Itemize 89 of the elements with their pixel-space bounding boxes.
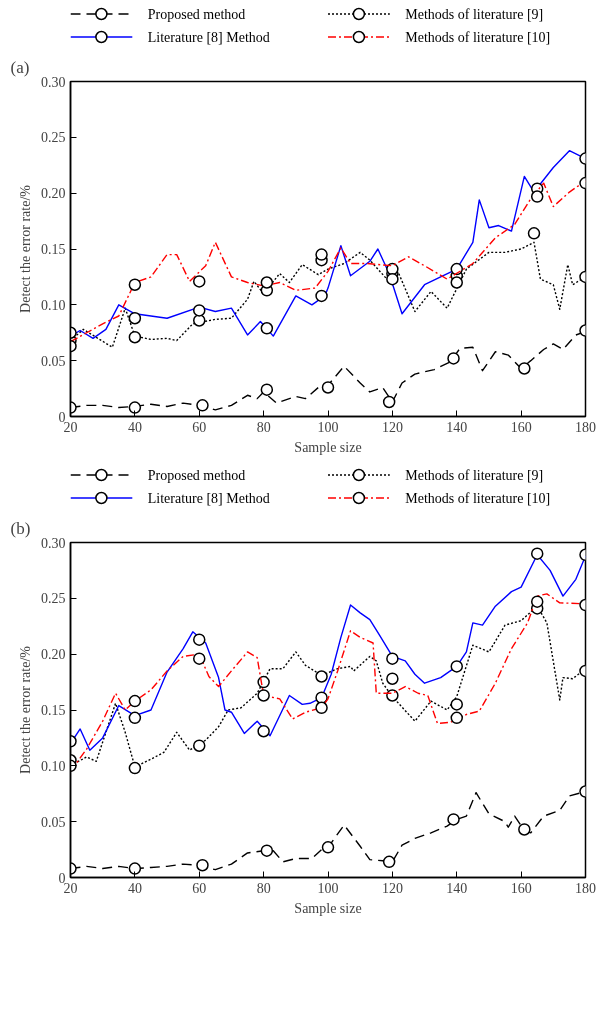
point xyxy=(450,711,463,725)
point xyxy=(128,761,142,775)
point xyxy=(530,190,544,203)
point xyxy=(386,272,399,286)
point xyxy=(196,399,209,412)
point xyxy=(447,813,460,826)
y-tick-label: 0.15 xyxy=(41,703,66,718)
legend-label: Literature [8] Method xyxy=(147,490,270,506)
point xyxy=(128,711,142,725)
y-tick-label: 0.05 xyxy=(41,353,66,369)
point xyxy=(257,689,270,702)
y-tick-label: 0.15 xyxy=(41,242,66,257)
point xyxy=(257,724,270,738)
chart-title: (b) xyxy=(10,518,31,538)
y-tick-label: 0.10 xyxy=(41,758,66,774)
point xyxy=(193,304,206,317)
point xyxy=(518,823,531,836)
legend-label: Proposed method xyxy=(147,6,246,22)
legend-label: Proposed method xyxy=(147,467,246,483)
point xyxy=(450,698,463,711)
legend-label: Literature [8] Method xyxy=(147,29,270,45)
x-axis-title: Sample size xyxy=(294,439,362,455)
point xyxy=(193,739,206,752)
point xyxy=(193,652,206,665)
x-tick-label: 80 xyxy=(256,419,271,435)
x-tick-label: 60 xyxy=(192,419,207,435)
point xyxy=(315,248,328,261)
x-axis-title: Sample size xyxy=(294,900,362,916)
x-tick-label: 160 xyxy=(510,880,532,896)
y-tick-label: 0.25 xyxy=(41,591,66,607)
y-tick-label: 0.20 xyxy=(41,647,66,663)
point xyxy=(193,633,206,646)
x-tick-label: 100 xyxy=(317,419,339,435)
point xyxy=(196,858,209,872)
y-tick-label: 0.30 xyxy=(41,74,66,90)
y-tick-label: 0.30 xyxy=(41,535,66,551)
x-tick-label: 140 xyxy=(446,419,468,435)
point xyxy=(450,660,463,673)
point xyxy=(315,289,328,303)
point xyxy=(260,322,274,335)
y-axis-title: Detect the error rate/% xyxy=(18,645,33,774)
point xyxy=(193,275,206,288)
point xyxy=(382,855,396,869)
point xyxy=(128,311,142,325)
y-tick-label: 0.10 xyxy=(41,297,66,313)
y-axis-title: Detect the error rate/% xyxy=(18,184,33,313)
y-tick-label: 0.20 xyxy=(41,186,66,202)
point xyxy=(450,276,463,289)
point xyxy=(382,395,396,409)
point xyxy=(386,689,399,702)
point xyxy=(315,670,328,683)
x-tick-label: 160 xyxy=(510,419,532,435)
x-tick-label: 40 xyxy=(127,419,142,435)
point xyxy=(447,352,460,365)
point xyxy=(260,844,274,857)
x-tick-label: 180 xyxy=(575,419,596,435)
chart-title: (a) xyxy=(10,57,30,77)
x-tick-label: 180 xyxy=(575,880,596,896)
point xyxy=(128,862,142,875)
point xyxy=(260,276,274,289)
point xyxy=(386,672,399,685)
point xyxy=(518,362,531,375)
point xyxy=(527,227,541,240)
point xyxy=(321,841,335,854)
x-tick-label: 120 xyxy=(381,880,403,896)
x-tick-label: 40 xyxy=(127,880,142,896)
point xyxy=(128,694,142,708)
point xyxy=(386,652,399,665)
y-tick-label: 0 xyxy=(58,409,66,425)
point xyxy=(128,278,142,291)
point xyxy=(530,547,544,560)
legend-label: Methods of literature [10] xyxy=(405,490,551,506)
point xyxy=(321,381,335,394)
y-tick-label: 0.05 xyxy=(41,814,66,830)
point xyxy=(260,383,274,396)
point xyxy=(530,595,544,608)
y-tick-label: 0.25 xyxy=(41,130,66,146)
x-tick-label: 120 xyxy=(381,419,403,435)
legend-label: Methods of literature [9] xyxy=(405,6,544,22)
legend-label: Methods of literature [10] xyxy=(405,29,551,45)
x-tick-label: 100 xyxy=(317,880,339,896)
x-tick-label: 140 xyxy=(446,880,468,896)
point xyxy=(128,330,142,344)
legend-label: Methods of literature [9] xyxy=(405,467,544,483)
point xyxy=(128,401,142,414)
y-tick-label: 0 xyxy=(58,870,66,886)
x-tick-label: 60 xyxy=(192,880,207,896)
x-tick-label: 80 xyxy=(256,880,271,896)
point xyxy=(315,701,328,715)
